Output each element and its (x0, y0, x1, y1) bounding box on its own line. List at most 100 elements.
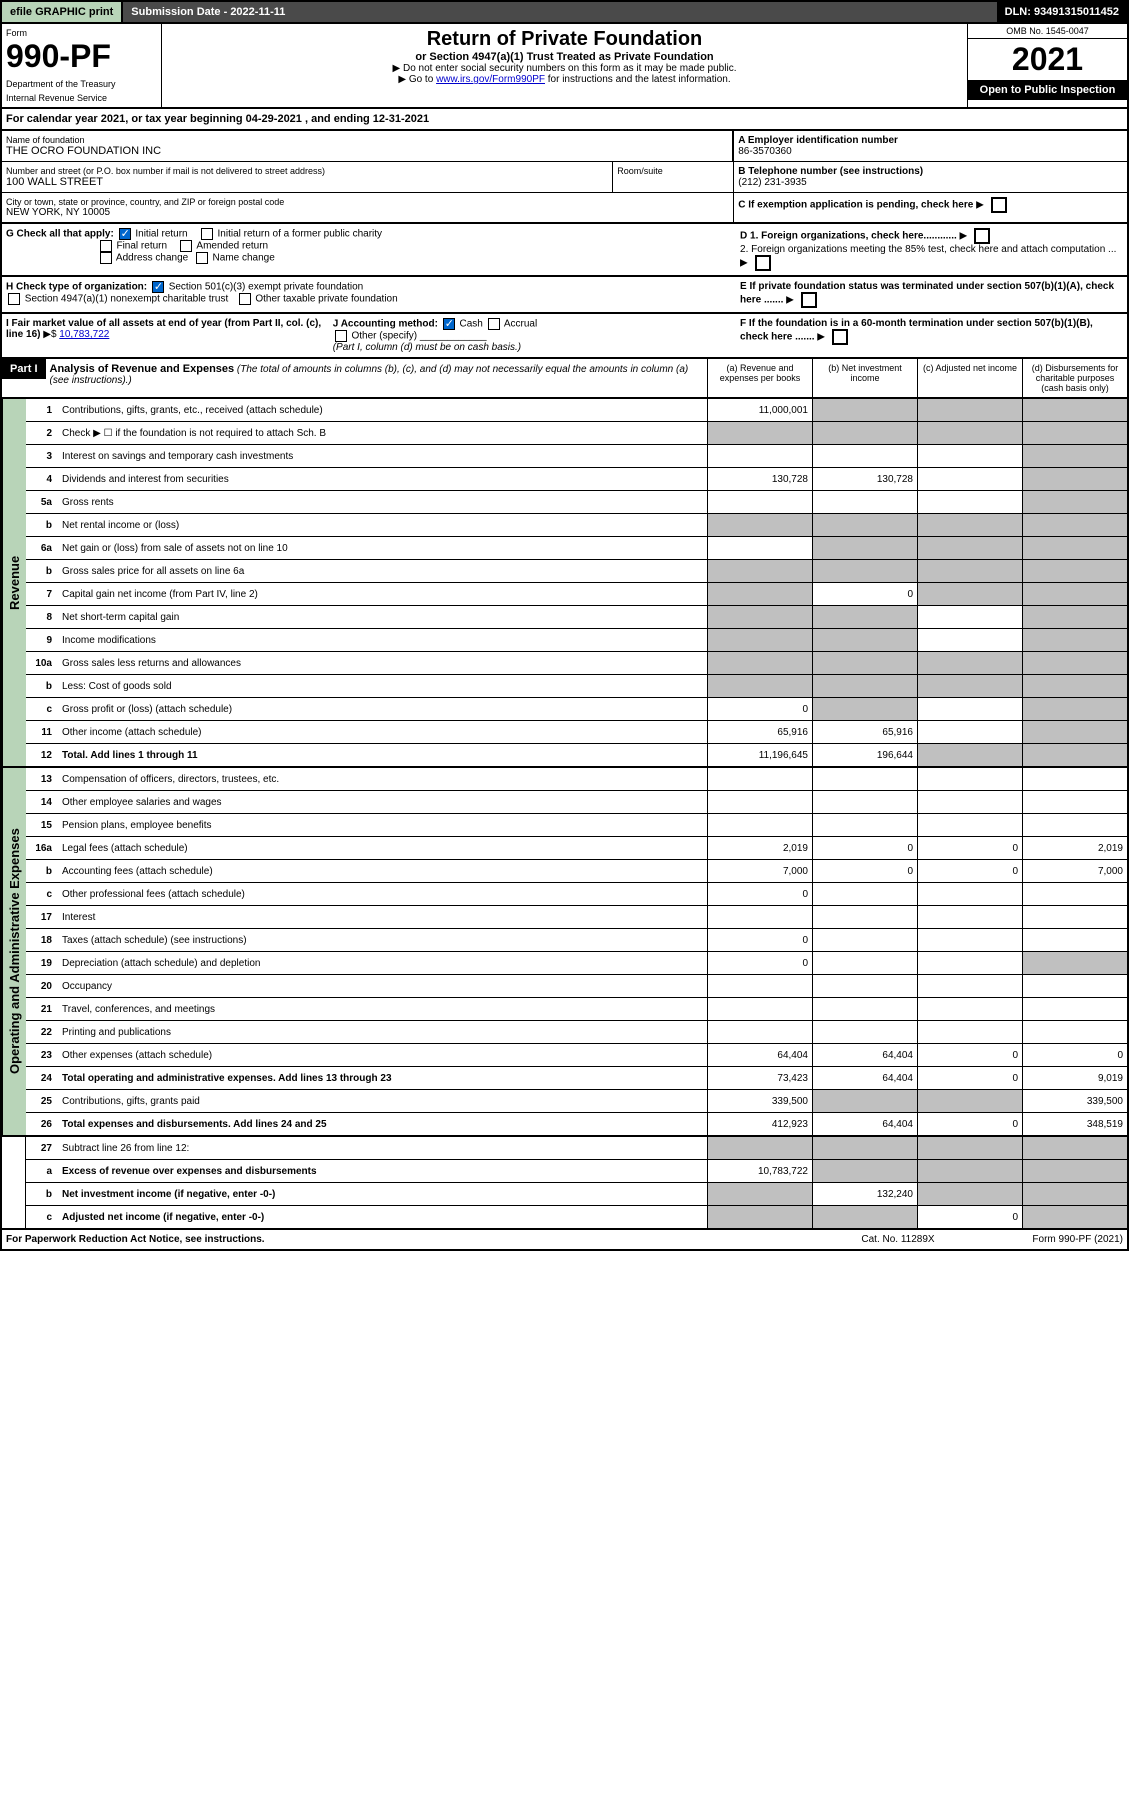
form-header: Form 990-PF Department of the Treasury I… (0, 24, 1129, 109)
footer: For Paperwork Reduction Act Notice, see … (0, 1230, 1129, 1251)
addr-label: Number and street (or P.O. box number if… (6, 166, 608, 176)
col-a-header: (a) Revenue and expenses per books (707, 359, 812, 397)
irs-link[interactable]: www.irs.gov/Form990PF (436, 74, 545, 85)
tax-year: 2021 (968, 39, 1127, 80)
ssn-note: ▶ Do not enter social security numbers o… (166, 63, 963, 74)
top-bar: efile GRAPHIC print Submission Date - 20… (0, 0, 1129, 24)
table-row: 9 Income modifications (26, 629, 1127, 652)
check-section-g: G Check all that apply: Initial return I… (0, 224, 1129, 277)
h-501-checkbox[interactable] (152, 281, 164, 293)
col-c-header: (c) Adjusted net income (917, 359, 1022, 397)
foundation-name: THE OCRO FOUNDATION INC (6, 145, 728, 157)
check-section-h: H Check type of organization: Section 50… (0, 277, 1129, 314)
table-row: 4 Dividends and interest from securities… (26, 468, 1127, 491)
i-value[interactable]: 10,783,722 (59, 329, 109, 340)
table-row: b Net investment income (if negative, en… (26, 1183, 1127, 1206)
table-row: 14 Other employee salaries and wages (26, 791, 1127, 814)
name-change-checkbox[interactable] (196, 252, 208, 264)
table-row: b Gross sales price for all assets on li… (26, 560, 1127, 583)
h-label: H Check type of organization: (6, 282, 147, 293)
table-row: 18 Taxes (attach schedule) (see instruct… (26, 929, 1127, 952)
d2-checkbox[interactable] (755, 255, 771, 271)
table-row: 11 Other income (attach schedule) 65,916… (26, 721, 1127, 744)
part1-header-row: Part I Analysis of Revenue and Expenses … (0, 359, 1129, 399)
efile-button[interactable]: efile GRAPHIC print (2, 2, 123, 22)
table-row: 27 Subtract line 26 from line 12: (26, 1137, 1127, 1160)
submission-date: Submission Date - 2022-11-11 (123, 2, 996, 22)
irs-label: Internal Revenue Service (6, 93, 157, 103)
h-4947-checkbox[interactable] (8, 293, 20, 305)
e-label: E If private foundation status was termi… (740, 281, 1114, 306)
expenses-side-label: Operating and Administrative Expenses (2, 768, 26, 1135)
ein-value: 86-3570360 (738, 146, 791, 157)
ein-label: A Employer identification number (738, 135, 898, 146)
j-note: (Part I, column (d) must be on cash basi… (333, 342, 521, 353)
calendar-year-row: For calendar year 2021, or tax year begi… (0, 109, 1129, 131)
final-return-checkbox[interactable] (100, 240, 112, 252)
table-row: 6a Net gain or (loss) from sale of asset… (26, 537, 1127, 560)
room-label: Room/suite (617, 166, 729, 176)
revenue-side-label: Revenue (2, 399, 26, 766)
form-subtitle: or Section 4947(a)(1) Trust Treated as P… (166, 51, 963, 63)
open-public: Open to Public Inspection (968, 80, 1127, 100)
e-checkbox[interactable] (801, 292, 817, 308)
table-row: 25 Contributions, gifts, grants paid 339… (26, 1090, 1127, 1113)
phone-label: B Telephone number (see instructions) (738, 166, 923, 177)
initial-former-checkbox[interactable] (201, 228, 213, 240)
phone-value: (212) 231-3935 (738, 177, 806, 188)
form-id-block: Form 990-PF Department of the Treasury I… (2, 24, 162, 107)
table-row: 3 Interest on savings and temporary cash… (26, 445, 1127, 468)
form-footer-label: Form 990-PF (2021) (973, 1234, 1123, 1245)
table-row: 10a Gross sales less returns and allowan… (26, 652, 1127, 675)
table-row: 1 Contributions, gifts, grants, etc., re… (26, 399, 1127, 422)
col-b-header: (b) Net investment income (812, 359, 917, 397)
d1-checkbox[interactable] (974, 228, 990, 244)
h-other-checkbox[interactable] (239, 293, 251, 305)
info-section: Name of foundation THE OCRO FOUNDATION I… (0, 131, 1129, 224)
table-row: a Excess of revenue over expenses and di… (26, 1160, 1127, 1183)
i-label: I Fair market value of all assets at end… (6, 318, 321, 340)
form-number: 990-PF (6, 38, 157, 75)
table-row: 24 Total operating and administrative ex… (26, 1067, 1127, 1090)
table-row: 13 Compensation of officers, directors, … (26, 768, 1127, 791)
f-checkbox[interactable] (832, 329, 848, 345)
goto-note: ▶ Go to www.irs.gov/Form990PF for instru… (166, 74, 963, 85)
table-row: 23 Other expenses (attach schedule) 64,4… (26, 1044, 1127, 1067)
f-label: F If the foundation is in a 60-month ter… (740, 318, 1093, 343)
initial-return-checkbox[interactable] (119, 228, 131, 240)
form-label: Form (6, 28, 157, 38)
line27-table: 27 Subtract line 26 from line 12: a Exce… (0, 1137, 1129, 1230)
table-row: 17 Interest (26, 906, 1127, 929)
table-row: 2 Check ▶ ☐ if the foundation is not req… (26, 422, 1127, 445)
j-cash-checkbox[interactable] (443, 318, 455, 330)
year-block: OMB No. 1545-0047 2021 Open to Public In… (967, 24, 1127, 107)
table-row: 16a Legal fees (attach schedule) 2,019 0… (26, 837, 1127, 860)
col-d-header: (d) Disbursements for charitable purpose… (1022, 359, 1127, 397)
city-state-zip: NEW YORK, NY 10005 (6, 207, 729, 218)
table-row: c Other professional fees (attach schedu… (26, 883, 1127, 906)
street-address: 100 WALL STREET (6, 176, 608, 188)
table-row: c Adjusted net income (if negative, ente… (26, 1206, 1127, 1228)
part1-label: Part I (2, 359, 46, 379)
d2-label: 2. Foreign organizations meeting the 85%… (740, 244, 1116, 255)
addr-change-checkbox[interactable] (100, 252, 112, 264)
c-label: C If exemption application is pending, c… (738, 200, 973, 211)
amended-checkbox[interactable] (180, 240, 192, 252)
table-row: 8 Net short-term capital gain (26, 606, 1127, 629)
table-row: b Net rental income or (loss) (26, 514, 1127, 537)
paperwork-notice: For Paperwork Reduction Act Notice, see … (6, 1234, 823, 1245)
table-row: 12 Total. Add lines 1 through 11 11,196,… (26, 744, 1127, 766)
form-title-block: Return of Private Foundation or Section … (162, 24, 967, 107)
table-row: c Gross profit or (loss) (attach schedul… (26, 698, 1127, 721)
table-row: 15 Pension plans, employee benefits (26, 814, 1127, 837)
g-label: G Check all that apply: (6, 229, 114, 240)
j-other-checkbox[interactable] (335, 330, 347, 342)
check-section-ij: I Fair market value of all assets at end… (0, 314, 1129, 359)
table-row: 26 Total expenses and disbursements. Add… (26, 1113, 1127, 1135)
name-label: Name of foundation (6, 135, 728, 145)
omb-number: OMB No. 1545-0047 (968, 24, 1127, 39)
j-accrual-checkbox[interactable] (488, 318, 500, 330)
c-checkbox[interactable] (991, 197, 1007, 213)
dept-treasury: Department of the Treasury (6, 79, 157, 89)
revenue-table: Revenue 1 Contributions, gifts, grants, … (0, 399, 1129, 768)
